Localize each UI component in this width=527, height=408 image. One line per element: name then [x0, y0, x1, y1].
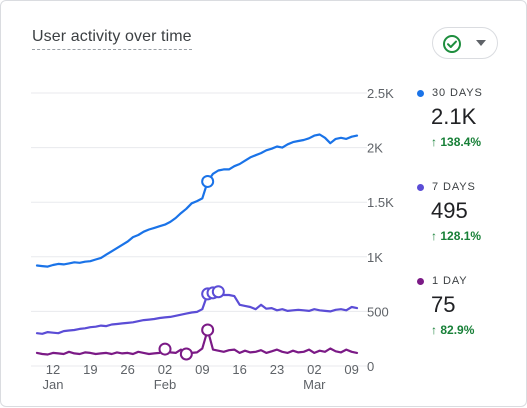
legend-30-days-value: 2.1K: [431, 104, 477, 129]
x-tick-label: 02: [307, 362, 321, 377]
series-marker[interactable]: [158, 342, 172, 356]
y-tick-label: 1.5K: [367, 195, 394, 210]
legend-7-days-dot: [417, 183, 424, 191]
legend-30-days-label: 30 DAYS: [432, 87, 483, 99]
card-title[interactable]: User activity over time: [32, 28, 192, 50]
y-axis-ticks: 2.5K 2K 1.5K 1K 500 0: [367, 86, 394, 374]
chart-series: [35, 133, 359, 361]
legend-1-day-change: 82.9%: [440, 323, 475, 337]
x-tick-month-label: Feb: [154, 377, 176, 392]
legend-7-days: 7 DAYS 495 ↑ 128.1%: [417, 181, 481, 243]
x-tick-label: 12: [46, 362, 60, 377]
series-marker[interactable]: [201, 174, 215, 188]
legend-1-day: 1 DAY 75 ↑ 82.9%: [417, 275, 474, 337]
check-circle-icon: [443, 35, 461, 53]
arrow-up-icon: ↑: [431, 135, 441, 149]
series-marker[interactable]: [179, 347, 193, 361]
y-tick-label: 2K: [367, 141, 383, 156]
y-tick-label: 1K: [367, 250, 383, 265]
legend-7-days-label: 7 DAYS: [432, 181, 476, 193]
series-line-3: [35, 328, 359, 356]
chart-grid: [31, 92, 367, 367]
x-tick-label: 19: [83, 362, 97, 377]
y-tick-label: 0: [367, 359, 374, 374]
y-tick-label: 2.5K: [367, 86, 394, 101]
x-tick-label: 23: [270, 362, 284, 377]
comparison-filter-button[interactable]: [432, 27, 498, 59]
legend-7-days-value: 495: [431, 198, 468, 223]
x-tick-month-label: Jan: [43, 377, 64, 392]
series-line-2: [35, 290, 359, 335]
legend-30-days-change: 138.4%: [440, 135, 482, 149]
series-marker[interactable]: [201, 323, 215, 337]
arrow-up-icon: ↑: [431, 323, 441, 337]
legend-30-days: 30 DAYS 2.1K ↑ 138.4%: [417, 87, 483, 149]
x-tick-label: 09: [344, 362, 358, 377]
legend-1-day-label: 1 DAY: [432, 275, 468, 287]
x-tick-label: 09: [195, 362, 209, 377]
legend-1-day-dot: [417, 277, 424, 285]
arrow-up-icon: ↑: [431, 229, 441, 243]
legend-1-day-value: 75: [431, 292, 456, 317]
series-marker[interactable]: [211, 285, 225, 299]
x-tick-label: 26: [120, 362, 134, 377]
legend-30-days-dot: [417, 89, 424, 97]
y-tick-label: 500: [367, 304, 389, 319]
legend-7-days-change: 128.1%: [440, 229, 482, 243]
x-tick-label: 16: [232, 362, 246, 377]
x-tick-label: 02: [158, 362, 172, 377]
series-line-1: [35, 133, 359, 268]
arrow-drop-down-icon: [476, 40, 486, 46]
x-tick-month-label: Mar: [303, 377, 326, 392]
